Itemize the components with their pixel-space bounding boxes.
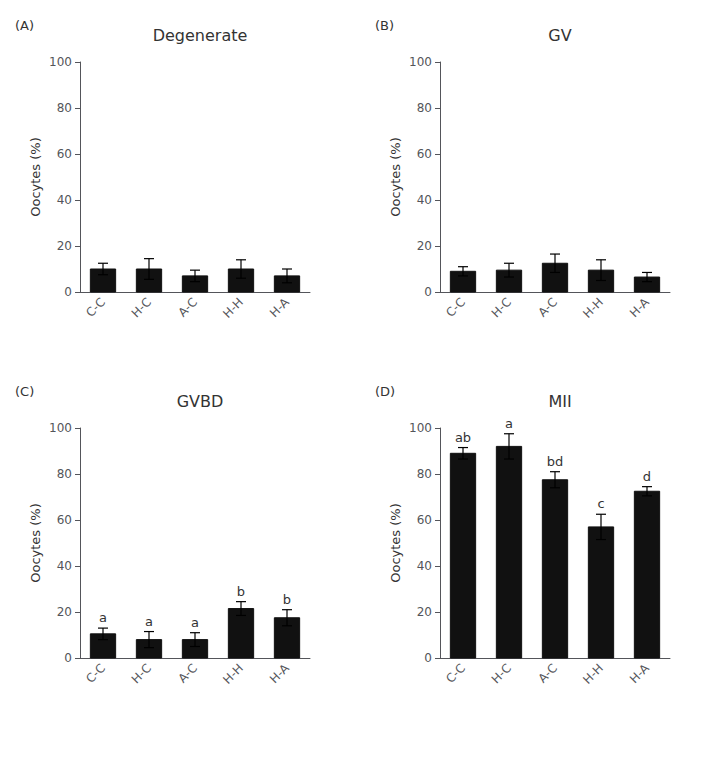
- svg-text:H-H: H-H: [580, 295, 606, 321]
- svg-text:bd: bd: [547, 454, 564, 469]
- svg-text:40: 40: [417, 559, 432, 573]
- svg-text:H-H: H-H: [580, 661, 606, 687]
- svg-text:C-C: C-C: [443, 661, 468, 686]
- svg-text:40: 40: [417, 193, 432, 207]
- svg-text:H-H: H-H: [220, 295, 246, 321]
- svg-text:20: 20: [417, 605, 432, 619]
- svg-text:Oocytes (%): Oocytes (%): [388, 503, 403, 583]
- svg-text:H-C: H-C: [129, 295, 154, 320]
- svg-text:40: 40: [57, 559, 72, 573]
- svg-text:60: 60: [57, 147, 72, 161]
- svg-text:a: a: [505, 416, 513, 431]
- svg-text:H-H: H-H: [220, 661, 246, 687]
- svg-text:0: 0: [64, 651, 72, 665]
- svg-text:0: 0: [424, 285, 432, 299]
- svg-text:b: b: [237, 584, 245, 599]
- svg-text:MII: MII: [548, 392, 571, 411]
- svg-text:0: 0: [64, 285, 72, 299]
- svg-text:A-C: A-C: [175, 295, 199, 319]
- svg-text:H-A: H-A: [627, 660, 653, 686]
- svg-text:0: 0: [424, 651, 432, 665]
- svg-text:80: 80: [57, 101, 72, 115]
- svg-text:80: 80: [57, 467, 72, 481]
- svg-text:H-A: H-A: [267, 294, 293, 320]
- svg-text:100: 100: [49, 55, 72, 69]
- svg-text:d: d: [643, 469, 651, 484]
- svg-text:20: 20: [57, 605, 72, 619]
- svg-text:80: 80: [417, 101, 432, 115]
- svg-text:b: b: [283, 592, 291, 607]
- svg-text:Oocytes (%): Oocytes (%): [28, 137, 43, 217]
- svg-text:(A): (A): [15, 18, 34, 33]
- svg-text:40: 40: [57, 193, 72, 207]
- svg-text:100: 100: [409, 421, 432, 435]
- svg-text:H-C: H-C: [489, 661, 514, 686]
- svg-text:60: 60: [57, 513, 72, 527]
- svg-text:80: 80: [417, 467, 432, 481]
- svg-text:Oocytes (%): Oocytes (%): [388, 137, 403, 217]
- svg-text:GVBD: GVBD: [177, 392, 224, 411]
- svg-text:(C): (C): [15, 384, 34, 399]
- svg-text:H-A: H-A: [627, 294, 653, 320]
- svg-text:(B): (B): [375, 18, 394, 33]
- svg-text:20: 20: [417, 239, 432, 253]
- svg-text:ab: ab: [455, 430, 471, 445]
- svg-text:100: 100: [49, 421, 72, 435]
- svg-text:GV: GV: [548, 26, 571, 45]
- svg-text:c: c: [597, 496, 604, 511]
- svg-text:Oocytes (%): Oocytes (%): [28, 503, 43, 583]
- svg-text:H-A: H-A: [267, 660, 293, 686]
- svg-text:C-C: C-C: [83, 295, 108, 320]
- svg-text:A-C: A-C: [175, 661, 199, 685]
- svg-text:60: 60: [417, 147, 432, 161]
- svg-text:A-C: A-C: [535, 295, 559, 319]
- svg-text:60: 60: [417, 513, 432, 527]
- svg-text:a: a: [145, 614, 153, 629]
- svg-text:100: 100: [409, 55, 432, 69]
- svg-text:a: a: [99, 610, 107, 625]
- svg-text:(D): (D): [375, 384, 395, 399]
- svg-text:A-C: A-C: [535, 661, 559, 685]
- svg-text:C-C: C-C: [443, 295, 468, 320]
- svg-text:C-C: C-C: [83, 661, 108, 686]
- svg-text:20: 20: [57, 239, 72, 253]
- svg-text:a: a: [191, 615, 199, 630]
- svg-text:H-C: H-C: [489, 295, 514, 320]
- svg-text:Degenerate: Degenerate: [153, 26, 248, 45]
- svg-text:H-C: H-C: [129, 661, 154, 686]
